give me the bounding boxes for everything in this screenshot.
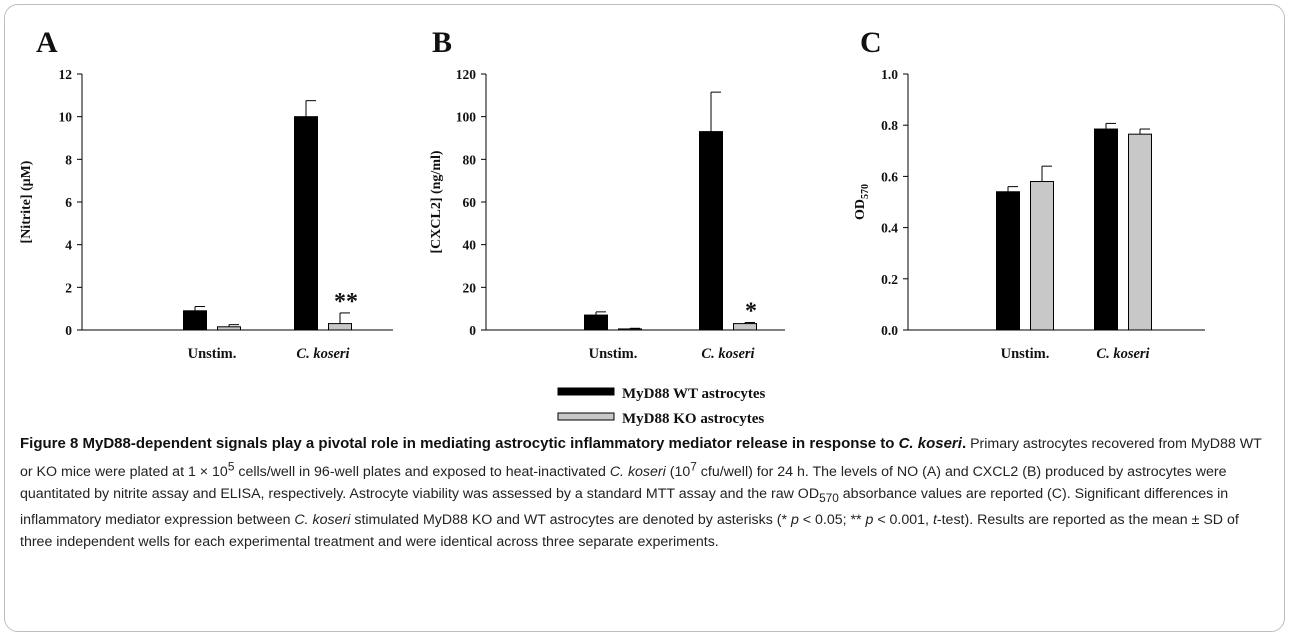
panel-letter: B: [432, 26, 452, 59]
bar: [1128, 133, 1152, 331]
y-tick-label: 0.4: [881, 221, 898, 236]
bar: [584, 314, 608, 331]
y-tick-label: 0.6: [881, 169, 898, 184]
significance-marker: *: [745, 299, 757, 325]
y-tick-label: 0.8: [881, 118, 898, 133]
y-tick-label: 0.2: [881, 272, 898, 287]
x-category-label: C. koseri: [1096, 346, 1149, 362]
y-tick-label: 0: [65, 323, 72, 338]
y-tick-label: 0: [469, 323, 476, 338]
bar: [217, 326, 241, 331]
y-tick-label: 80: [463, 152, 477, 167]
legend-swatch: [557, 412, 615, 421]
caption-title: Figure 8 MyD88-dependent signals play a …: [20, 435, 967, 452]
chart-panel-b: B 0 20 40 60 80 100 120 [CXCL2] (ng/ml) Unstim. C.…: [429, 26, 785, 362]
y-tick-label: 4: [65, 238, 72, 253]
y-tick-label: 1.0: [881, 67, 898, 82]
figure-caption: Figure 8 MyD88-dependent signals play a …: [20, 433, 1275, 553]
chart-panel-a: A 0 2 4 6 8 10 12 [Nitrite] (μM) Unstim. C. koseri…: [19, 26, 393, 362]
y-tick-label: 8: [65, 152, 72, 167]
x-category-label: Unstim.: [1001, 346, 1050, 362]
x-category-label: Unstim.: [589, 346, 638, 362]
bar: [1030, 181, 1054, 331]
y-tick-label: 6: [65, 195, 72, 210]
bar: [618, 328, 642, 331]
panel-letter: A: [36, 26, 58, 59]
legend-label: MyD88 KO astrocytes: [622, 411, 764, 427]
legend: MyD88 WT astrocytes MyD88 KO astrocytes: [557, 386, 765, 427]
y-tick-label: 12: [59, 67, 73, 82]
y-axis-label: [Nitrite] (μM): [19, 160, 34, 243]
legend-label: MyD88 WT astrocytes: [622, 386, 765, 402]
panel-letter: C: [860, 26, 882, 59]
significance-marker: **: [334, 289, 358, 315]
y-tick-label: 10: [59, 110, 73, 125]
y-axis-label: OD570: [853, 184, 871, 220]
y-tick-label: 60: [463, 195, 477, 210]
bar: [699, 131, 723, 331]
y-tick-label: 120: [456, 67, 477, 82]
bar: [183, 310, 207, 331]
bar: [1094, 128, 1118, 331]
legend-swatch: [557, 387, 615, 396]
bar: [733, 323, 757, 331]
figure-frame: [4, 4, 1285, 632]
y-tick-label: 100: [456, 110, 477, 125]
x-category-label: Unstim.: [188, 346, 237, 362]
y-tick-label: 0.0: [881, 323, 898, 338]
y-tick-label: 2: [65, 280, 72, 295]
y-tick-label: 20: [463, 280, 477, 295]
x-category-label: C. koseri: [296, 346, 349, 362]
y-tick-label: 40: [463, 238, 477, 253]
bar: [294, 116, 318, 331]
figure-panels: A 0 2 4 6 8 10 12 [Nitrite] (μM) Unstim. C. koseri…: [19, 26, 1205, 427]
bar: [996, 191, 1020, 331]
chart-panel-c: C 0.0 0.2 0.4 0.6 0.8 1.0 OD570 Unstim. C. koseri: [853, 26, 1205, 362]
caption-body: Primary astrocytes recovered from MyD88 …: [20, 436, 1262, 550]
x-category-label: C. koseri: [701, 346, 754, 362]
bar: [328, 323, 352, 331]
y-axis-label: [CXCL2] (ng/ml): [429, 150, 444, 253]
